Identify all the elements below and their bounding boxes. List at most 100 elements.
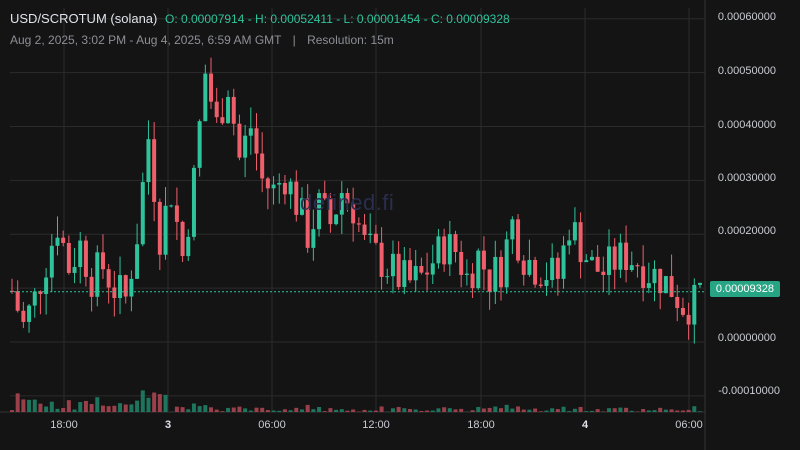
separator: |	[292, 33, 296, 47]
volume-bar	[83, 400, 88, 412]
x-tick-label: 06:00	[675, 419, 703, 431]
volume-bar	[698, 411, 702, 412]
candle-body	[425, 272, 430, 275]
volume-bar	[425, 410, 430, 412]
candle-body	[487, 269, 492, 292]
volume-bar	[459, 408, 464, 412]
candle-body	[698, 282, 702, 285]
candle-body	[305, 198, 310, 248]
volume-bar	[487, 407, 492, 412]
candle-body	[396, 253, 401, 287]
volume-bar	[436, 408, 441, 412]
candle-body	[470, 273, 475, 289]
volume-bar	[521, 409, 526, 412]
volume-bar	[123, 404, 128, 412]
candle-body	[402, 260, 407, 287]
volume-bar	[584, 411, 589, 412]
volume-bar	[527, 409, 532, 412]
candle-body	[282, 182, 287, 195]
volume-bar	[186, 409, 191, 412]
volume-bar	[163, 394, 168, 412]
candle-body	[254, 128, 259, 154]
volume-bar	[100, 405, 105, 412]
candle-body	[317, 193, 322, 230]
volume-bar	[419, 410, 424, 412]
candle-body	[601, 271, 606, 276]
volume-bar	[140, 390, 145, 412]
candle-body	[595, 256, 600, 272]
candle-body	[516, 219, 521, 261]
candle-body	[584, 260, 589, 263]
candle-body	[66, 242, 71, 273]
candle-body	[493, 256, 498, 292]
volume-bar	[595, 409, 600, 412]
volume-bar	[555, 409, 560, 412]
volume-bar	[578, 406, 583, 412]
candle-body	[214, 101, 219, 118]
volume-bar	[277, 410, 282, 412]
volume-bar	[157, 394, 162, 412]
volume-bar	[95, 397, 100, 412]
candle-body	[146, 139, 151, 183]
candle-body	[339, 193, 344, 215]
candle-body	[692, 284, 697, 325]
volume-bar	[311, 409, 316, 412]
candle-body	[243, 135, 248, 158]
volume-bar	[413, 409, 418, 412]
volume-bar	[66, 400, 71, 412]
volume-bar	[214, 409, 219, 412]
volume-bar	[328, 408, 333, 412]
candle-body	[555, 257, 560, 279]
x-tick-label: 12:00	[362, 419, 390, 431]
volume-bar	[191, 403, 196, 412]
volume-bar	[345, 410, 350, 412]
last-price-tag: 0.00009328	[709, 281, 780, 297]
candle-body	[635, 265, 640, 267]
volume-bar	[339, 409, 344, 412]
candle-body	[373, 233, 378, 243]
chart-header: USD/SCROTUM (solana) O: 0.00007914 - H: …	[10, 11, 510, 26]
volume-bar	[692, 406, 697, 412]
volume-bar	[408, 408, 413, 412]
volume-bar	[612, 408, 617, 412]
candle-body	[140, 182, 145, 245]
candle-body	[436, 236, 441, 264]
candle-body	[362, 224, 367, 235]
candle-body	[612, 246, 617, 270]
candle-body	[265, 178, 270, 189]
volume-bar	[442, 407, 447, 412]
volume-bar	[624, 407, 629, 412]
volume-bar	[38, 403, 43, 412]
volume-bar	[282, 409, 287, 412]
volume-bar	[243, 408, 248, 412]
candle-body	[209, 73, 214, 102]
candle-body	[163, 205, 168, 255]
volume-bar	[396, 406, 401, 412]
candle-body	[646, 283, 651, 288]
candle-body	[169, 205, 174, 207]
volume-bar	[55, 408, 60, 412]
candle-body	[652, 268, 657, 284]
volume-bar	[271, 410, 276, 412]
y-tick-label: 0.00050000	[717, 65, 776, 77]
pair-title: USD/SCROTUM (solana)	[10, 11, 158, 26]
volume-bar	[129, 404, 134, 412]
candle-body	[459, 252, 464, 275]
watermark-logo: defined.fi	[300, 190, 395, 215]
volume-bar	[481, 408, 486, 412]
volume-bar	[49, 401, 54, 412]
y-tick-label: -0.00010000	[718, 385, 780, 397]
volume-bar	[601, 411, 606, 412]
volume-bar	[498, 408, 503, 412]
volume-bar	[44, 406, 49, 412]
candle-body	[498, 256, 503, 288]
volume-bar	[237, 406, 242, 412]
volume-bar	[106, 406, 111, 412]
volume-bar	[72, 409, 77, 412]
volume-bar	[265, 410, 270, 412]
candle-body	[38, 291, 43, 294]
candle-body	[83, 240, 88, 277]
volume-bar	[146, 397, 151, 412]
